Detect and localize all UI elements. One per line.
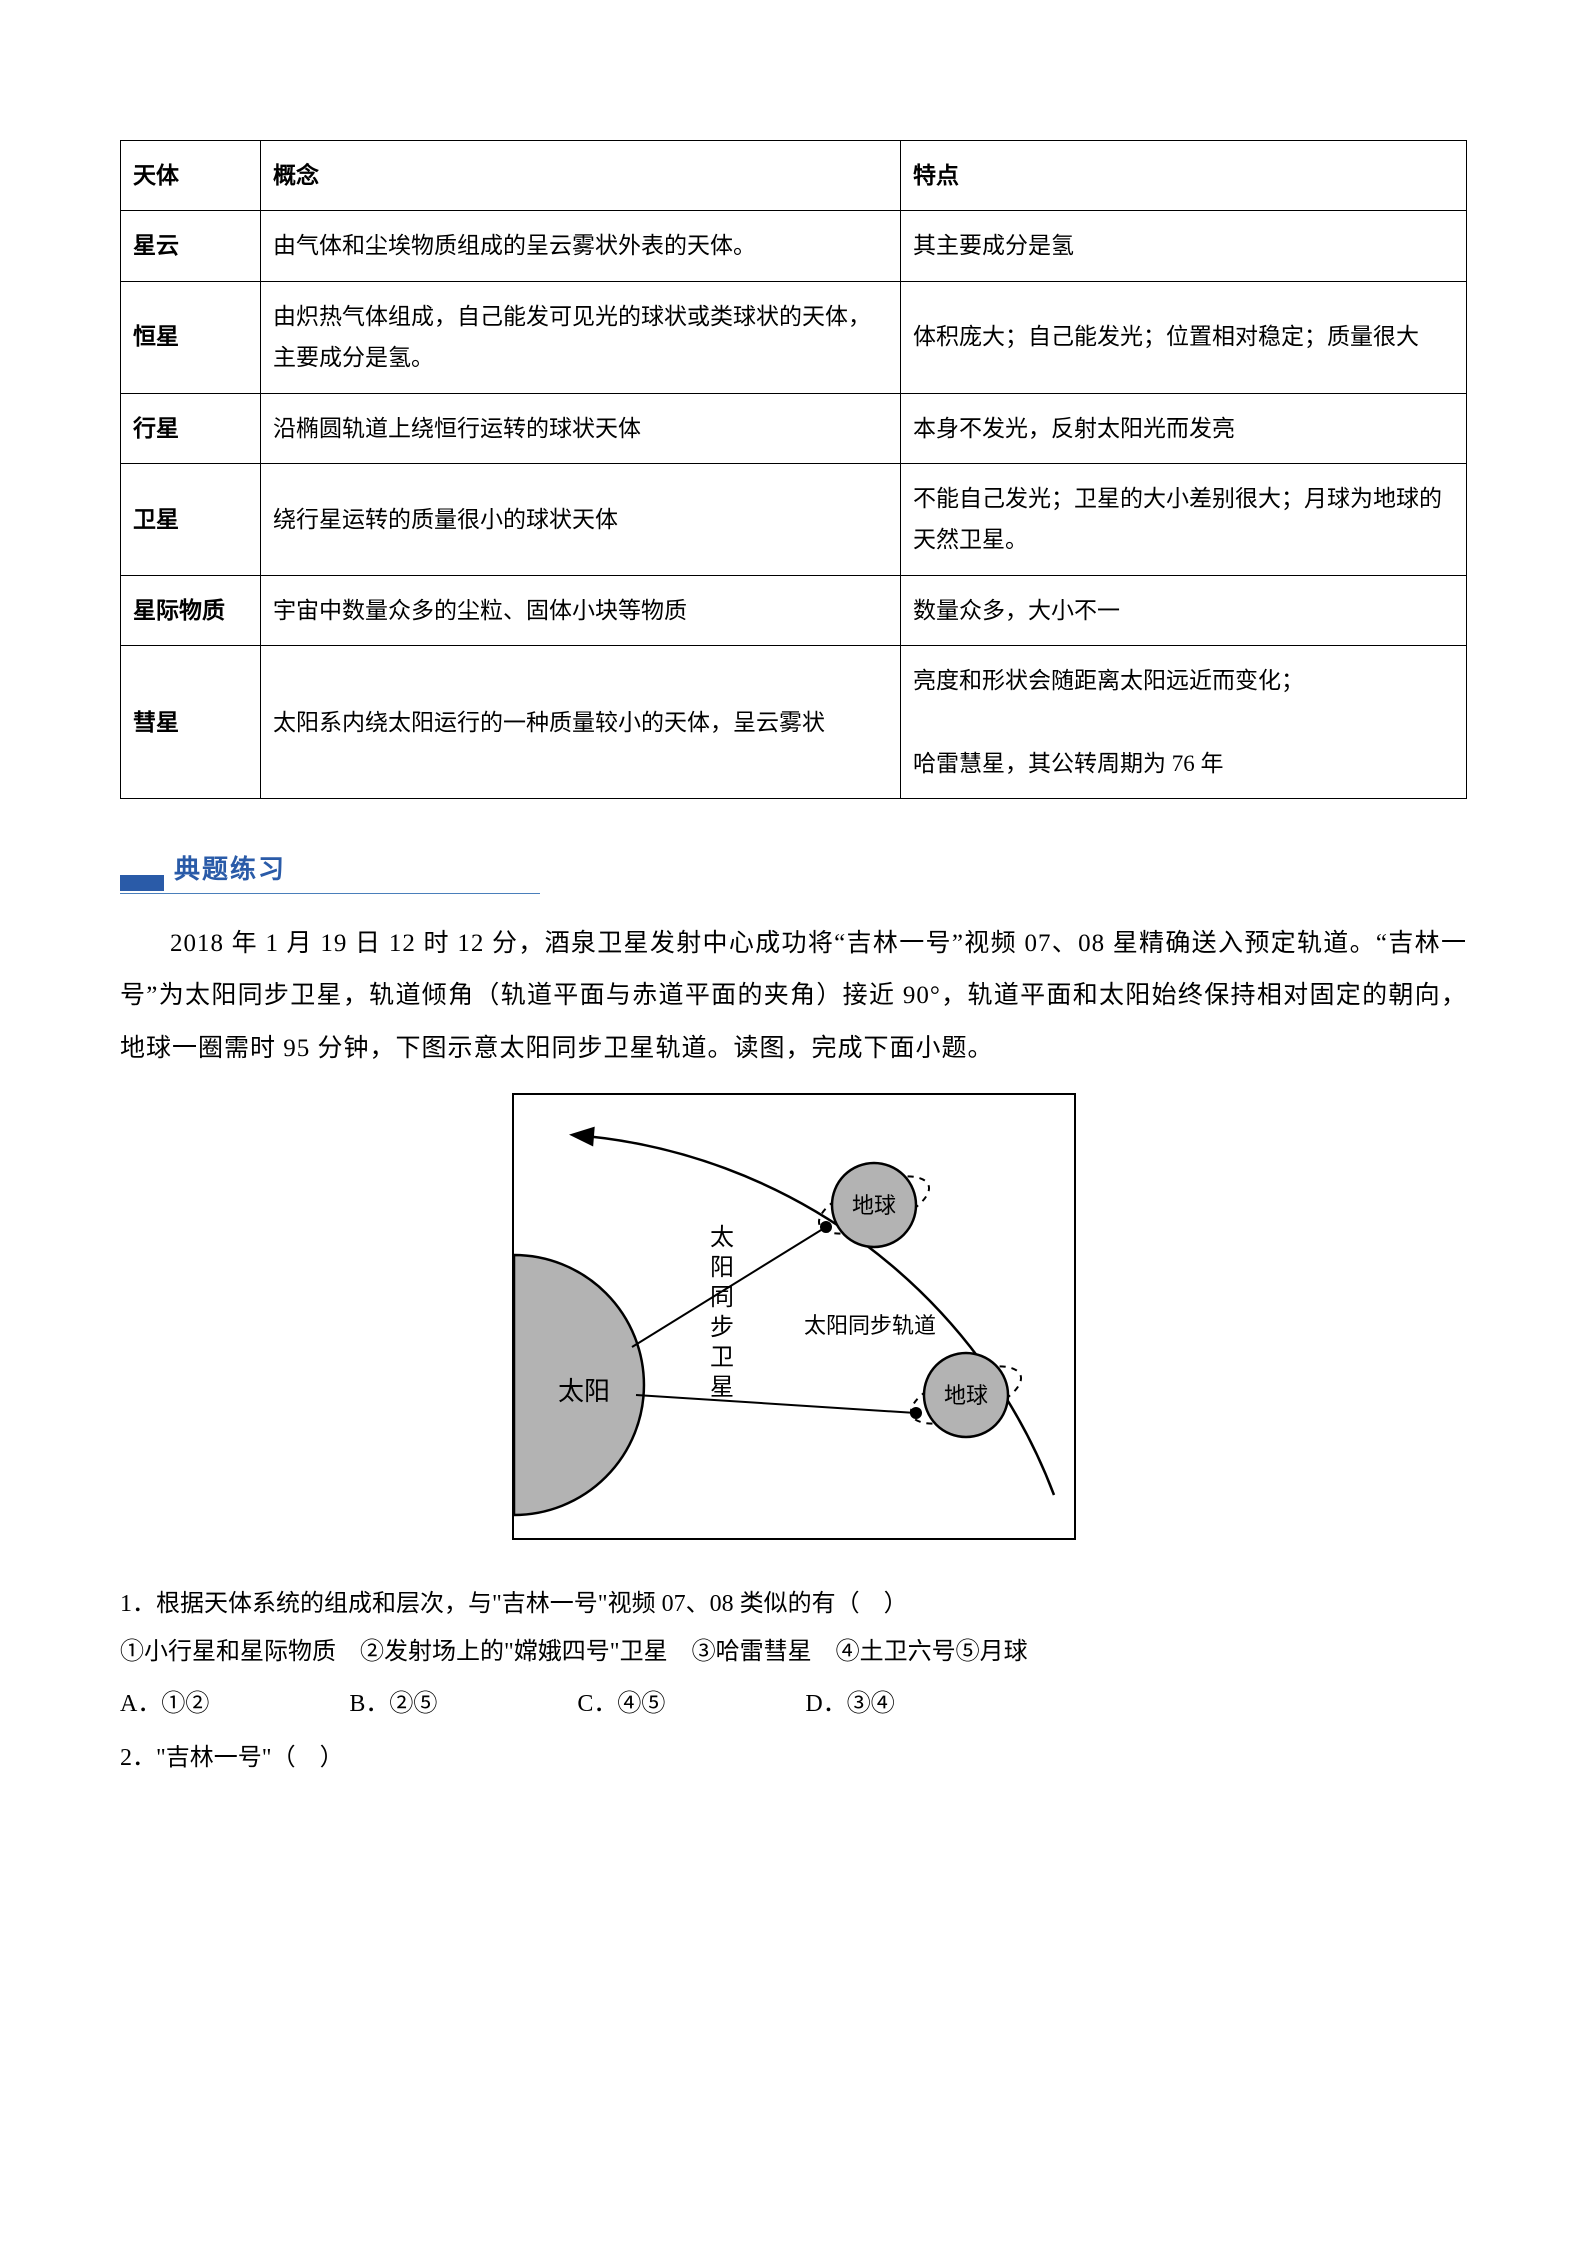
q1-option-d: D．③④ xyxy=(805,1680,894,1728)
q1-option-a: A．①② xyxy=(120,1680,209,1728)
cell-concept: 太阳系内绕太阳运行的一种质量较小的天体，呈云雾状 xyxy=(261,646,901,799)
q2-stem: 2．"吉林一号"（ ） xyxy=(120,1734,1467,1782)
q1-stem: 1．根据天体系统的组成和层次，与"吉林一号"视频 07、08 类似的有（ ） xyxy=(120,1580,1467,1628)
q1-subs: ①小行星和星际物质 ②发射场上的"嫦娥四号"卫星 ③哈雷彗星 ④土卫六号⑤月球 xyxy=(120,1628,1467,1676)
table-row: 卫星 绕行星运转的质量很小的球状天体 不能自己发光；卫星的大小差别很大；月球为地… xyxy=(121,463,1467,575)
svg-text:太阳同步轨道: 太阳同步轨道 xyxy=(804,1313,936,1338)
diagram-container: 太阳地球地球太阳同步轨道太阳同步卫星 xyxy=(120,1093,1467,1539)
th-feature: 特点 xyxy=(901,141,1467,211)
cell-feature: 数量众多，大小不一 xyxy=(901,575,1467,645)
svg-text:阳: 阳 xyxy=(710,1255,734,1281)
svg-text:星: 星 xyxy=(710,1375,734,1401)
passage-body: 2018 年 1 月 19 日 12 时 12 分，酒泉卫星发射中心成功将“吉林… xyxy=(120,930,1467,1062)
table-header-row: 天体 概念 特点 xyxy=(121,141,1467,211)
cell-feature: 本身不发光，反射太阳光而发亮 xyxy=(901,393,1467,463)
table-row: 星际物质 宇宙中数量众多的尘粒、固体小块等物质 数量众多，大小不一 xyxy=(121,575,1467,645)
cell-concept: 由气体和尘埃物质组成的呈云雾状外表的天体。 xyxy=(261,211,901,281)
svg-text:太: 太 xyxy=(710,1224,734,1251)
cell-concept: 绕行星运转的质量很小的球状天体 xyxy=(261,463,901,575)
svg-text:卫: 卫 xyxy=(710,1345,734,1371)
table-row: 星云 由气体和尘埃物质组成的呈云雾状外表的天体。 其主要成分是氢 xyxy=(121,211,1467,281)
cell-name: 星云 xyxy=(121,211,261,281)
th-name: 天体 xyxy=(121,141,261,211)
table-row: 恒星 由炽热气体组成，自己能发可见光的球状或类球状的天体，主要成分是氢。 体积庞… xyxy=(121,281,1467,393)
question-1: 1．根据天体系统的组成和层次，与"吉林一号"视频 07、08 类似的有（ ） ①… xyxy=(120,1580,1467,1728)
cell-name: 彗星 xyxy=(121,646,261,799)
cell-concept: 宇宙中数量众多的尘粒、固体小块等物质 xyxy=(261,575,901,645)
svg-text:同: 同 xyxy=(710,1285,734,1311)
th-concept: 概念 xyxy=(261,141,901,211)
svg-text:地球: 地球 xyxy=(851,1193,895,1218)
svg-text:步: 步 xyxy=(710,1314,734,1341)
svg-text:地球: 地球 xyxy=(943,1383,987,1408)
q1-option-c: C．④⑤ xyxy=(577,1680,665,1728)
cell-concept: 沿椭圆轨道上绕恒行运转的球状天体 xyxy=(261,393,901,463)
cell-feature: 亮度和形状会随距离太阳远近而变化； 哈雷慧星，其公转周期为 76 年 xyxy=(901,646,1467,799)
cell-feature: 体积庞大；自己能发光；位置相对稳定；质量很大 xyxy=(901,281,1467,393)
table-row: 行星 沿椭圆轨道上绕恒行运转的球状天体 本身不发光，反射太阳光而发亮 xyxy=(121,393,1467,463)
orbit-diagram: 太阳地球地球太阳同步轨道太阳同步卫星 xyxy=(512,1093,1076,1539)
q1-option-b: B．②⑤ xyxy=(349,1680,437,1728)
cell-name: 卫星 xyxy=(121,463,261,575)
svg-text:太阳: 太阳 xyxy=(558,1377,610,1406)
cell-feature: 其主要成分是氢 xyxy=(901,211,1467,281)
q1-options: A．①② B．②⑤ C．④⑤ D．③④ xyxy=(120,1680,1467,1728)
cell-name: 恒星 xyxy=(121,281,261,393)
question-2: 2．"吉林一号"（ ） xyxy=(120,1734,1467,1782)
passage-text: 2018 年 1 月 19 日 12 时 12 分，酒泉卫星发射中心成功将“吉林… xyxy=(120,918,1467,1076)
section-bar-icon xyxy=(120,875,164,891)
cell-name: 星际物质 xyxy=(121,575,261,645)
orbit-svg: 太阳地球地球太阳同步轨道太阳同步卫星 xyxy=(514,1095,1074,1525)
cell-concept: 由炽热气体组成，自己能发可见光的球状或类球状的天体，主要成分是氢。 xyxy=(261,281,901,393)
cell-feature: 不能自己发光；卫星的大小差别很大；月球为地球的天然卫星。 xyxy=(901,463,1467,575)
section-title: 典题练习 xyxy=(174,849,286,891)
celestial-table: 天体 概念 特点 星云 由气体和尘埃物质组成的呈云雾状外表的天体。 其主要成分是… xyxy=(120,140,1467,799)
table-row: 彗星 太阳系内绕太阳运行的一种质量较小的天体，呈云雾状 亮度和形状会随距离太阳远… xyxy=(121,646,1467,799)
cell-name: 行星 xyxy=(121,393,261,463)
section-heading: 典题练习 xyxy=(120,849,540,894)
